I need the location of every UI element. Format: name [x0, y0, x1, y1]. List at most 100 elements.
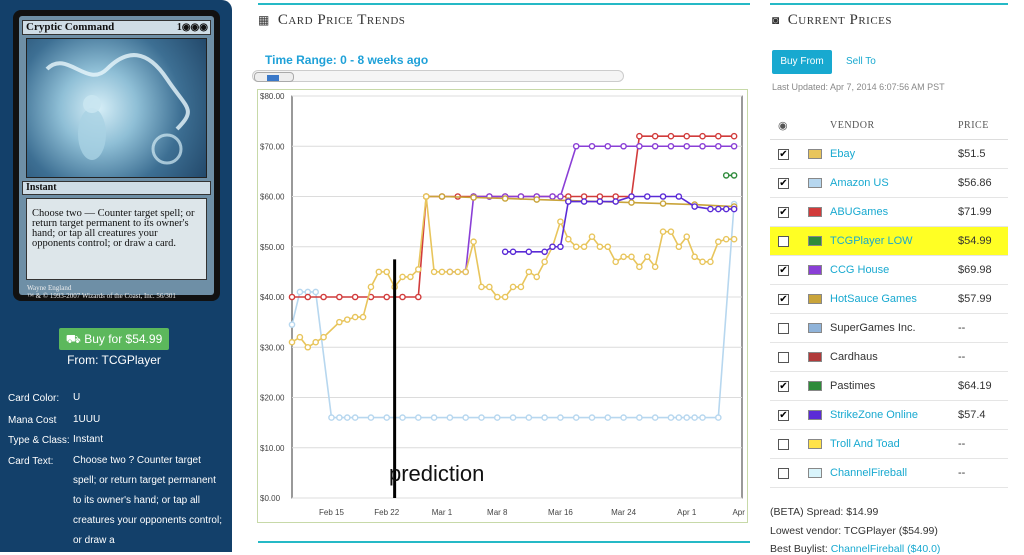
data-point — [675, 193, 683, 200]
eye-icon[interactable]: ◉ — [778, 120, 789, 132]
data-point — [699, 132, 706, 140]
vendor-checkbox[interactable]: ✔ — [778, 294, 789, 305]
info-key: Type & Class: — [8, 435, 70, 446]
x-tick-label: Mar 8 — [487, 508, 508, 517]
data-point — [572, 243, 580, 251]
data-point — [375, 268, 383, 276]
vendor-checkbox[interactable]: ✔ — [778, 381, 789, 392]
data-point — [588, 233, 596, 240]
data-point — [288, 338, 296, 346]
price-chart-svg: $0.00 $10.00 $20.00 $30.00 $40.00 $50.00 $60.0… — [260, 92, 747, 517]
vendor-name[interactable]: TCGPlayer LOW — [830, 235, 913, 247]
vendor-checkbox[interactable]: ✔ — [778, 207, 789, 218]
data-point — [501, 195, 509, 202]
info-value: Instant — [73, 434, 104, 445]
data-point — [549, 243, 556, 251]
vendor-checkbox[interactable]: ✔ — [778, 410, 789, 421]
data-point — [470, 238, 477, 246]
data-point — [478, 414, 485, 421]
data-point — [667, 228, 675, 235]
vendor-color-swatch — [808, 236, 822, 246]
prices-title: ◙ Current Prices — [772, 12, 892, 29]
vendor-price: $56.86 — [958, 177, 992, 189]
data-point — [367, 283, 375, 291]
vendor-color-swatch — [808, 468, 822, 478]
vendor-color-swatch — [808, 178, 822, 188]
vendor-name[interactable]: Ebay — [830, 148, 856, 160]
vendor-name[interactable]: Amazon US — [830, 177, 889, 189]
vendor-row: ✔ HotSauce Games $57.99 — [770, 285, 1008, 314]
cart-icon: ⛟ — [65, 332, 85, 346]
data-point — [454, 268, 462, 276]
data-point — [636, 263, 643, 271]
data-point — [422, 193, 430, 200]
data-point — [525, 268, 533, 276]
data-point — [351, 414, 359, 421]
section-rule — [258, 3, 750, 5]
vendor-checkbox[interactable]: ✔ — [778, 265, 789, 276]
vendor-name[interactable]: ChannelFireball — [830, 467, 908, 479]
vendor-name[interactable]: CCG House — [830, 264, 890, 276]
vendor-color-swatch — [808, 410, 822, 420]
vendor-checkbox[interactable] — [778, 468, 789, 479]
card-artist-name: Wayne England — [27, 284, 72, 292]
buy-from-tab[interactable]: Buy From — [772, 50, 832, 74]
data-point — [320, 293, 327, 301]
time-range-handle[interactable] — [254, 72, 294, 82]
vendor-checkbox[interactable] — [778, 236, 789, 247]
card-type-bar: Instant — [22, 181, 211, 195]
vendor-name[interactable]: Troll And Toad — [830, 438, 900, 450]
vendor-row: ✔ Amazon US $56.86 — [770, 169, 1008, 198]
info-row-color: Card Color: U — [8, 392, 80, 404]
data-point — [707, 258, 714, 266]
sell-to-tab[interactable]: Sell To — [846, 56, 876, 67]
data-point — [407, 273, 414, 281]
info-key: Mana Cost — [8, 415, 57, 426]
vendor-price: $54.99 — [958, 235, 992, 247]
data-point — [612, 198, 619, 205]
info-value: 1UUU — [73, 414, 101, 425]
data-point — [667, 414, 675, 421]
data-point — [462, 268, 469, 276]
vendor-checkbox[interactable] — [778, 439, 789, 450]
data-point — [620, 414, 627, 421]
data-point — [343, 316, 351, 323]
vendor-checkbox[interactable]: ✔ — [778, 178, 789, 189]
y-tick-label: $50.00 — [260, 243, 285, 252]
vendor-checkbox[interactable]: ✔ — [778, 149, 789, 160]
data-point — [730, 205, 738, 213]
vendor-row: ✔ CCG House $69.98 — [770, 256, 1008, 285]
vendor-name[interactable]: HotSauce Games — [830, 293, 917, 305]
data-point — [572, 142, 580, 150]
best-buylist-link[interactable]: ChannelFireball ($40.0) — [830, 543, 941, 555]
data-point — [328, 414, 335, 421]
data-point — [659, 228, 667, 235]
data-point — [320, 333, 327, 341]
data-point — [557, 218, 564, 225]
data-point — [312, 338, 319, 346]
data-point — [588, 142, 596, 150]
info-row-type: Type & Class: Instant — [8, 434, 103, 446]
data-point — [493, 293, 501, 301]
data-point — [596, 198, 604, 205]
card-copyright: ™ & © 1993-2007 Wizards of the Coast, In… — [27, 292, 176, 300]
vendor-name: SuperGames Inc. — [830, 322, 916, 334]
vendor-color-swatch — [808, 439, 822, 449]
vendor-checkbox[interactable] — [778, 323, 789, 334]
data-point — [501, 293, 509, 301]
data-point — [691, 414, 698, 421]
time-range-slider[interactable] — [252, 70, 624, 82]
x-tick-label: Mar 24 — [611, 508, 636, 517]
vendor-name[interactable]: ABUGames — [830, 206, 889, 218]
data-point — [675, 414, 683, 421]
vendor-checkbox[interactable] — [778, 352, 789, 363]
data-point — [415, 266, 422, 273]
vendor-row: ✔ Pastimes $64.19 — [770, 372, 1008, 401]
vendor-name[interactable]: StrikeZone Online — [830, 409, 919, 421]
y-tick-label: $20.00 — [260, 394, 285, 403]
data-point — [683, 233, 691, 240]
buy-button[interactable]: ⛟ Buy for $54.99 — [59, 328, 169, 350]
data-point — [383, 268, 391, 276]
data-point — [399, 273, 406, 281]
data-point — [643, 193, 651, 200]
